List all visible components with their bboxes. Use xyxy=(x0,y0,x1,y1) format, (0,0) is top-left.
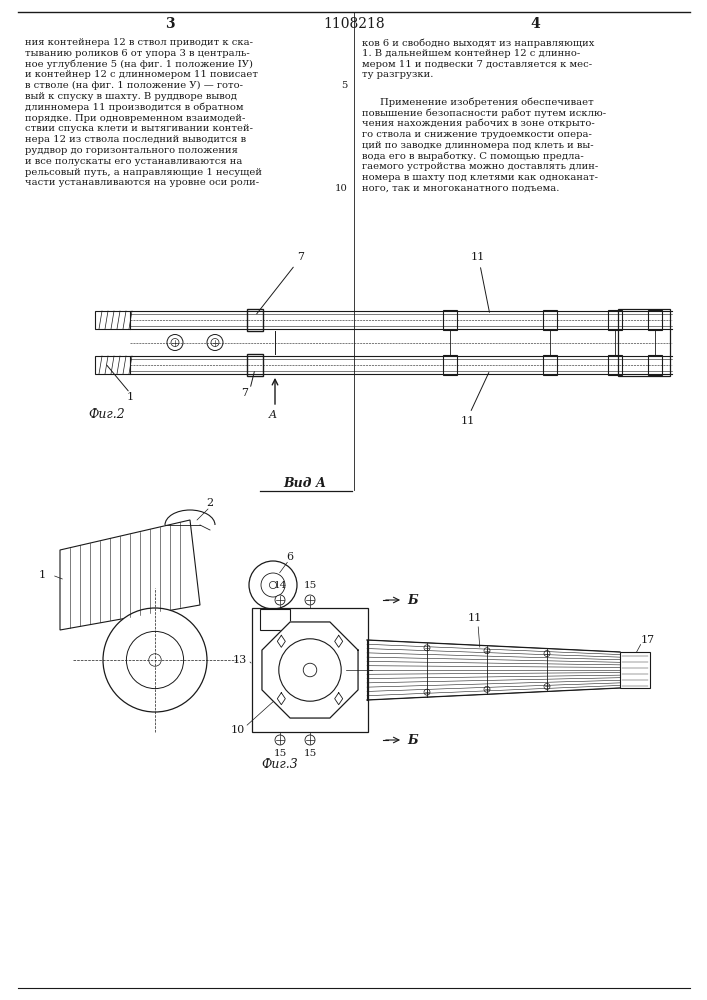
Bar xyxy=(648,355,662,375)
Circle shape xyxy=(249,561,297,609)
Circle shape xyxy=(171,338,179,347)
Circle shape xyxy=(127,631,184,689)
Text: ного, так и многоканатного подъема.: ного, так и многоканатного подъема. xyxy=(362,184,559,193)
Text: длинномера 11 производится в обратном: длинномера 11 производится в обратном xyxy=(25,103,243,112)
Text: Фиг.3: Фиг.3 xyxy=(262,758,298,772)
Text: ное углубление 5 (на фиг. 1 положение IУ): ное углубление 5 (на фиг. 1 положение IУ… xyxy=(25,60,253,69)
Circle shape xyxy=(305,595,315,605)
Circle shape xyxy=(103,608,207,712)
Bar xyxy=(608,310,622,330)
Text: ций по заводке длинномера под клеть и вы-: ций по заводке длинномера под клеть и вы… xyxy=(362,141,594,150)
Circle shape xyxy=(303,663,317,677)
Text: в стволе (на фиг. 1 положение У) — гото-: в стволе (на фиг. 1 положение У) — гото- xyxy=(25,81,243,90)
Circle shape xyxy=(269,581,276,589)
Circle shape xyxy=(279,639,341,701)
Text: ствии спуска клети и вытягивании контей-: ствии спуска клети и вытягивании контей- xyxy=(25,124,253,133)
Text: 2: 2 xyxy=(206,498,214,508)
Bar xyxy=(247,309,263,331)
Text: 11: 11 xyxy=(461,416,475,426)
Text: 1. В дальнейшем контейнер 12 с длинно-: 1. В дальнейшем контейнер 12 с длинно- xyxy=(362,49,580,58)
Text: 7: 7 xyxy=(242,388,248,398)
Text: 1108218: 1108218 xyxy=(323,17,385,31)
Text: 5: 5 xyxy=(341,81,348,90)
Text: Б: Б xyxy=(407,593,418,606)
Circle shape xyxy=(544,651,550,657)
Polygon shape xyxy=(334,635,343,647)
Text: нера 12 из ствола последний выводится в: нера 12 из ствола последний выводится в xyxy=(25,135,246,144)
Text: 14: 14 xyxy=(274,582,286,590)
Circle shape xyxy=(275,735,285,745)
Text: 15: 15 xyxy=(303,582,317,590)
Text: Применение изобретения обеспечивает: Применение изобретения обеспечивает xyxy=(380,97,594,107)
Text: 4: 4 xyxy=(530,17,540,31)
Text: части устанавливаются на уровне оси роли-: части устанавливаются на уровне оси роли… xyxy=(25,178,259,187)
Polygon shape xyxy=(60,520,200,630)
Circle shape xyxy=(148,654,161,666)
Text: гаемого устройства можно доставлять длин-: гаемого устройства можно доставлять длин… xyxy=(362,162,598,171)
Text: 15: 15 xyxy=(303,750,317,758)
Bar xyxy=(443,355,457,375)
Circle shape xyxy=(424,689,430,695)
Bar xyxy=(443,310,457,330)
Text: вый к спуску в шахту. В руддворе вывод: вый к спуску в шахту. В руддворе вывод xyxy=(25,92,237,101)
Text: и все полускаты его устанавливаются на: и все полускаты его устанавливаются на xyxy=(25,157,243,166)
Text: 10: 10 xyxy=(335,184,348,193)
Circle shape xyxy=(484,648,490,654)
Text: ков 6 и свободно выходят из направляющих: ков 6 и свободно выходят из направляющих xyxy=(362,38,595,47)
Circle shape xyxy=(484,686,490,692)
Text: Вид А: Вид А xyxy=(284,477,327,490)
Bar xyxy=(95,356,130,374)
Text: Фиг.2: Фиг.2 xyxy=(88,408,124,422)
Text: рельсовый путь, а направляющие 1 несущей: рельсовый путь, а направляющие 1 несущей xyxy=(25,168,262,177)
Text: 15: 15 xyxy=(274,750,286,758)
Bar xyxy=(618,309,670,376)
Polygon shape xyxy=(277,635,286,647)
Text: и контейнер 12 с длинномером 11 повисает: и контейнер 12 с длинномером 11 повисает xyxy=(25,70,258,79)
Bar xyxy=(95,311,130,329)
Text: го ствола и снижение трудоемкости опера-: го ствола и снижение трудоемкости опера- xyxy=(362,130,592,139)
Text: чения нахождения рабочих в зоне открыто-: чения нахождения рабочих в зоне открыто- xyxy=(362,119,595,128)
Text: 7: 7 xyxy=(297,252,304,262)
Bar xyxy=(648,310,662,330)
Text: повышение безопасности работ путем исклю-: повышение безопасности работ путем исклю… xyxy=(362,108,606,118)
Text: 3: 3 xyxy=(165,17,175,31)
Circle shape xyxy=(261,573,285,597)
Text: A: A xyxy=(269,410,277,420)
Text: 6: 6 xyxy=(286,552,293,562)
Polygon shape xyxy=(334,693,343,705)
Circle shape xyxy=(424,645,430,651)
Bar xyxy=(247,354,263,376)
Bar xyxy=(543,355,557,375)
Text: вода его в выработку. С помощью предла-: вода его в выработку. С помощью предла- xyxy=(362,151,584,161)
Text: порядке. При одновременном взаимодей-: порядке. При одновременном взаимодей- xyxy=(25,114,245,123)
Circle shape xyxy=(207,334,223,351)
Text: ния контейнера 12 в ствол приводит к ска-: ния контейнера 12 в ствол приводит к ска… xyxy=(25,38,253,47)
Bar xyxy=(608,355,622,375)
Text: 11: 11 xyxy=(468,613,482,623)
Text: 1: 1 xyxy=(127,392,134,402)
Text: ту разгрузки.: ту разгрузки. xyxy=(362,70,433,79)
Bar xyxy=(252,608,368,732)
Circle shape xyxy=(211,338,219,347)
Text: 17: 17 xyxy=(641,635,655,645)
Bar xyxy=(260,609,290,630)
Bar xyxy=(543,310,557,330)
Text: тыванию роликов 6 от упора 3 в централь-: тыванию роликов 6 от упора 3 в централь- xyxy=(25,49,250,58)
Circle shape xyxy=(275,595,285,605)
Text: 10: 10 xyxy=(231,725,245,735)
Text: 13: 13 xyxy=(233,655,247,665)
Circle shape xyxy=(544,683,550,689)
Polygon shape xyxy=(262,622,358,718)
Circle shape xyxy=(305,735,315,745)
Text: Б: Б xyxy=(407,734,418,746)
Circle shape xyxy=(167,334,183,351)
Text: номера в шахту под клетями как одноканат-: номера в шахту под клетями как одноканат… xyxy=(362,173,598,182)
Text: руддвор до горизонтального положения: руддвор до горизонтального положения xyxy=(25,146,238,155)
Text: 11: 11 xyxy=(471,252,485,262)
Text: 1: 1 xyxy=(38,570,45,580)
Polygon shape xyxy=(277,693,286,705)
Text: мером 11 и подвески 7 доставляется к мес-: мером 11 и подвески 7 доставляется к мес… xyxy=(362,60,592,69)
Bar xyxy=(620,652,650,688)
